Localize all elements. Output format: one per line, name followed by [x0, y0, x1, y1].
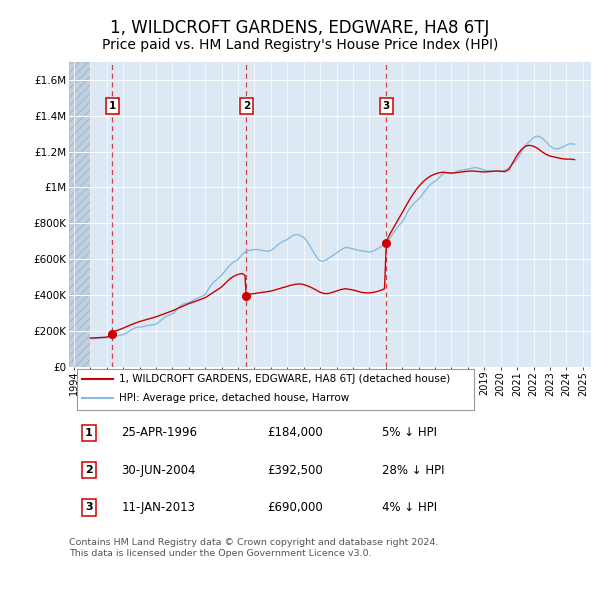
Text: 2: 2: [242, 101, 250, 111]
Text: 11-JAN-2013: 11-JAN-2013: [121, 501, 195, 514]
Text: 1: 1: [109, 101, 116, 111]
Text: £184,000: £184,000: [268, 427, 323, 440]
Text: Price paid vs. HM Land Registry's House Price Index (HPI): Price paid vs. HM Land Registry's House …: [102, 38, 498, 53]
Text: 3: 3: [85, 503, 92, 513]
Text: 1, WILDCROFT GARDENS, EDGWARE, HA8 6TJ: 1, WILDCROFT GARDENS, EDGWARE, HA8 6TJ: [110, 19, 490, 37]
Bar: [69, 62, 91, 367]
Bar: [69, 62, 91, 367]
Text: HPI: Average price, detached house, Harrow: HPI: Average price, detached house, Harr…: [119, 394, 349, 404]
Text: 1, WILDCROFT GARDENS, EDGWARE, HA8 6TJ (detached house): 1, WILDCROFT GARDENS, EDGWARE, HA8 6TJ (…: [119, 374, 450, 384]
FancyBboxPatch shape: [77, 369, 473, 409]
Text: 25-APR-1996: 25-APR-1996: [121, 427, 197, 440]
Text: 4% ↓ HPI: 4% ↓ HPI: [382, 501, 437, 514]
Text: £392,500: £392,500: [268, 464, 323, 477]
Text: 1: 1: [85, 428, 93, 438]
Text: £690,000: £690,000: [268, 501, 323, 514]
Text: 28% ↓ HPI: 28% ↓ HPI: [382, 464, 445, 477]
Text: Contains HM Land Registry data © Crown copyright and database right 2024.
This d: Contains HM Land Registry data © Crown c…: [69, 538, 439, 558]
Text: 2: 2: [85, 465, 93, 475]
Text: 30-JUN-2004: 30-JUN-2004: [121, 464, 196, 477]
Text: 5% ↓ HPI: 5% ↓ HPI: [382, 427, 437, 440]
Text: 3: 3: [383, 101, 390, 111]
